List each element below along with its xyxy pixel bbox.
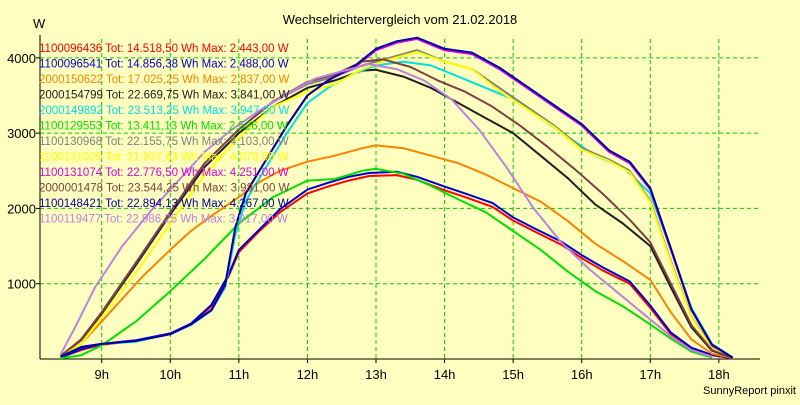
- y-tick-label: 4000: [7, 51, 36, 66]
- series-line-2000150622: [60, 144, 733, 360]
- legend-entry-1100130968: 1100130968 Tot: 22.155,75 Wh Max: 4.103,…: [39, 136, 289, 148]
- y-axis-label: W: [33, 16, 46, 31]
- legend-entry-1100096541: 1100096541 Tot: 14.856,38 Wh Max: 2.488,…: [39, 59, 289, 71]
- legend-entry-1100131025: 1100131025 Tot: 21.937,63 Wh Max: 4.079,…: [39, 152, 289, 164]
- legend-entry-1100129553: 1100129553 Tot: 13.411,13 Wh Max: 2.526,…: [39, 121, 288, 133]
- x-tick-label: 12h: [297, 367, 319, 382]
- y-tick-label: 1000: [7, 277, 36, 292]
- axes: 9h 10h 11h 12h 13h 14h 15h 16h 17h 18h 1000 2000 300…: [7, 35, 760, 382]
- legend-entry-1100096436: 1100096436 Tot: 14.518,50 Wh Max: 2.443,…: [39, 43, 289, 55]
- y-tick-label: 2000: [7, 201, 36, 216]
- x-tick-label: 14h: [434, 367, 456, 382]
- chart-title: Wechselrichtervergleich vom 21.02.2018: [283, 12, 518, 27]
- grid: [40, 39, 760, 359]
- legend-entry-2000001478: 2000001478 Tot: 23.544,25 Wh Max: 3.981,…: [39, 183, 290, 195]
- footer-credit: SunnyReport pinxit: [703, 385, 796, 397]
- legend-entry-2000150622: 2000150622 Tot: 17.025,25 Wh Max: 2.837,…: [39, 74, 290, 86]
- x-tick-label: 18h: [708, 367, 730, 382]
- legend-entry-1100119477: 1100119477 Tot: 22.986,25 Wh Max: 3.917,…: [39, 214, 288, 226]
- x-tick-label: 17h: [639, 367, 661, 382]
- legend-entry-1100148421: 1100148421 Tot: 22.894,13 Wh Max: 4.267,…: [39, 198, 289, 210]
- series-lines: [59, 36, 734, 360]
- x-tick-label: 16h: [571, 367, 593, 382]
- legend-entry-2000149892: 2000149892 Tot: 23.513,25 Wh Max: 3.947,…: [39, 105, 290, 117]
- y-tick-label: 3000: [7, 126, 36, 141]
- x-tick-label: 9h: [94, 367, 108, 382]
- series-line-1100119477: [59, 63, 713, 358]
- x-tick-label: 13h: [365, 367, 387, 382]
- legend-entry-2000154799: 2000154799 Tot: 22.669,75 Wh Max: 3.841,…: [39, 90, 290, 102]
- series-line-1100129553: [60, 167, 713, 360]
- series-line-2000001478: [59, 58, 733, 359]
- x-tick-label: 11h: [228, 367, 249, 382]
- legend: 1100096436 Tot: 14.518,50 Wh Max: 2.443,…: [39, 43, 290, 226]
- legend-entry-1100131074: 1100131074 Tot: 22.776,50 Wh Max: 4.251,…: [39, 167, 289, 179]
- series-line-2000154799: [59, 68, 733, 359]
- x-tick-label: 10h: [159, 367, 181, 382]
- series-line-1100131025: [60, 50, 734, 359]
- x-tick-label: 15h: [502, 367, 524, 382]
- series-line-1100148421: [60, 36, 734, 359]
